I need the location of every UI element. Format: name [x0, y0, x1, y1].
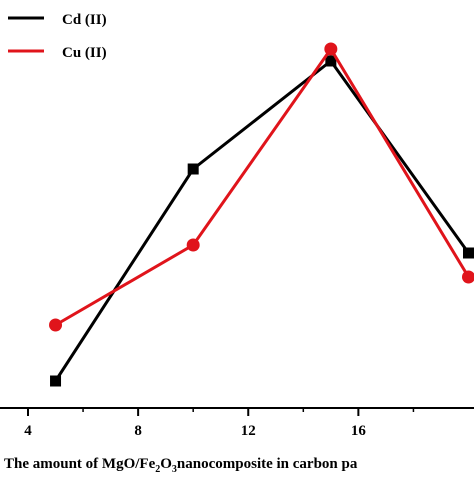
- data-point-circle: [324, 42, 338, 56]
- series-cu-ii: [49, 42, 474, 332]
- x-tick-label: 12: [241, 423, 256, 439]
- x-axis-label-subscript: 3: [172, 464, 177, 474]
- axes: 4 8 12 16: [0, 407, 474, 439]
- x-axis-label-part: The amount of MgO/Fe: [4, 456, 156, 472]
- x-axis-label: The amount of MgO/Fe2O3nanocomposite in …: [4, 456, 358, 474]
- data-point-square: [325, 55, 337, 67]
- data-point-circle: [186, 238, 200, 252]
- data-point-circle: [461, 270, 474, 284]
- series-layer: [49, 42, 474, 387]
- data-point-square: [462, 247, 474, 259]
- x-axis-label-subscript: 2: [155, 464, 160, 474]
- legend-label: Cu (II): [62, 45, 107, 61]
- x-axis-label-part: nanocomposite in carbon pa: [177, 456, 358, 472]
- legend: Cd (II) Cu (II): [8, 12, 107, 61]
- data-point-circle: [49, 318, 63, 332]
- series-cd-ii: [50, 55, 474, 387]
- x-axis-label-part: O: [160, 456, 172, 472]
- series-line: [54, 58, 470, 382]
- x-tick-label: 8: [134, 423, 142, 439]
- data-point-square: [50, 375, 62, 387]
- data-point-square: [187, 163, 199, 175]
- x-tick-label: 4: [24, 423, 32, 439]
- series-line: [54, 46, 470, 327]
- x-tick-label: 16: [351, 423, 367, 439]
- legend-label: Cd (II): [62, 12, 107, 28]
